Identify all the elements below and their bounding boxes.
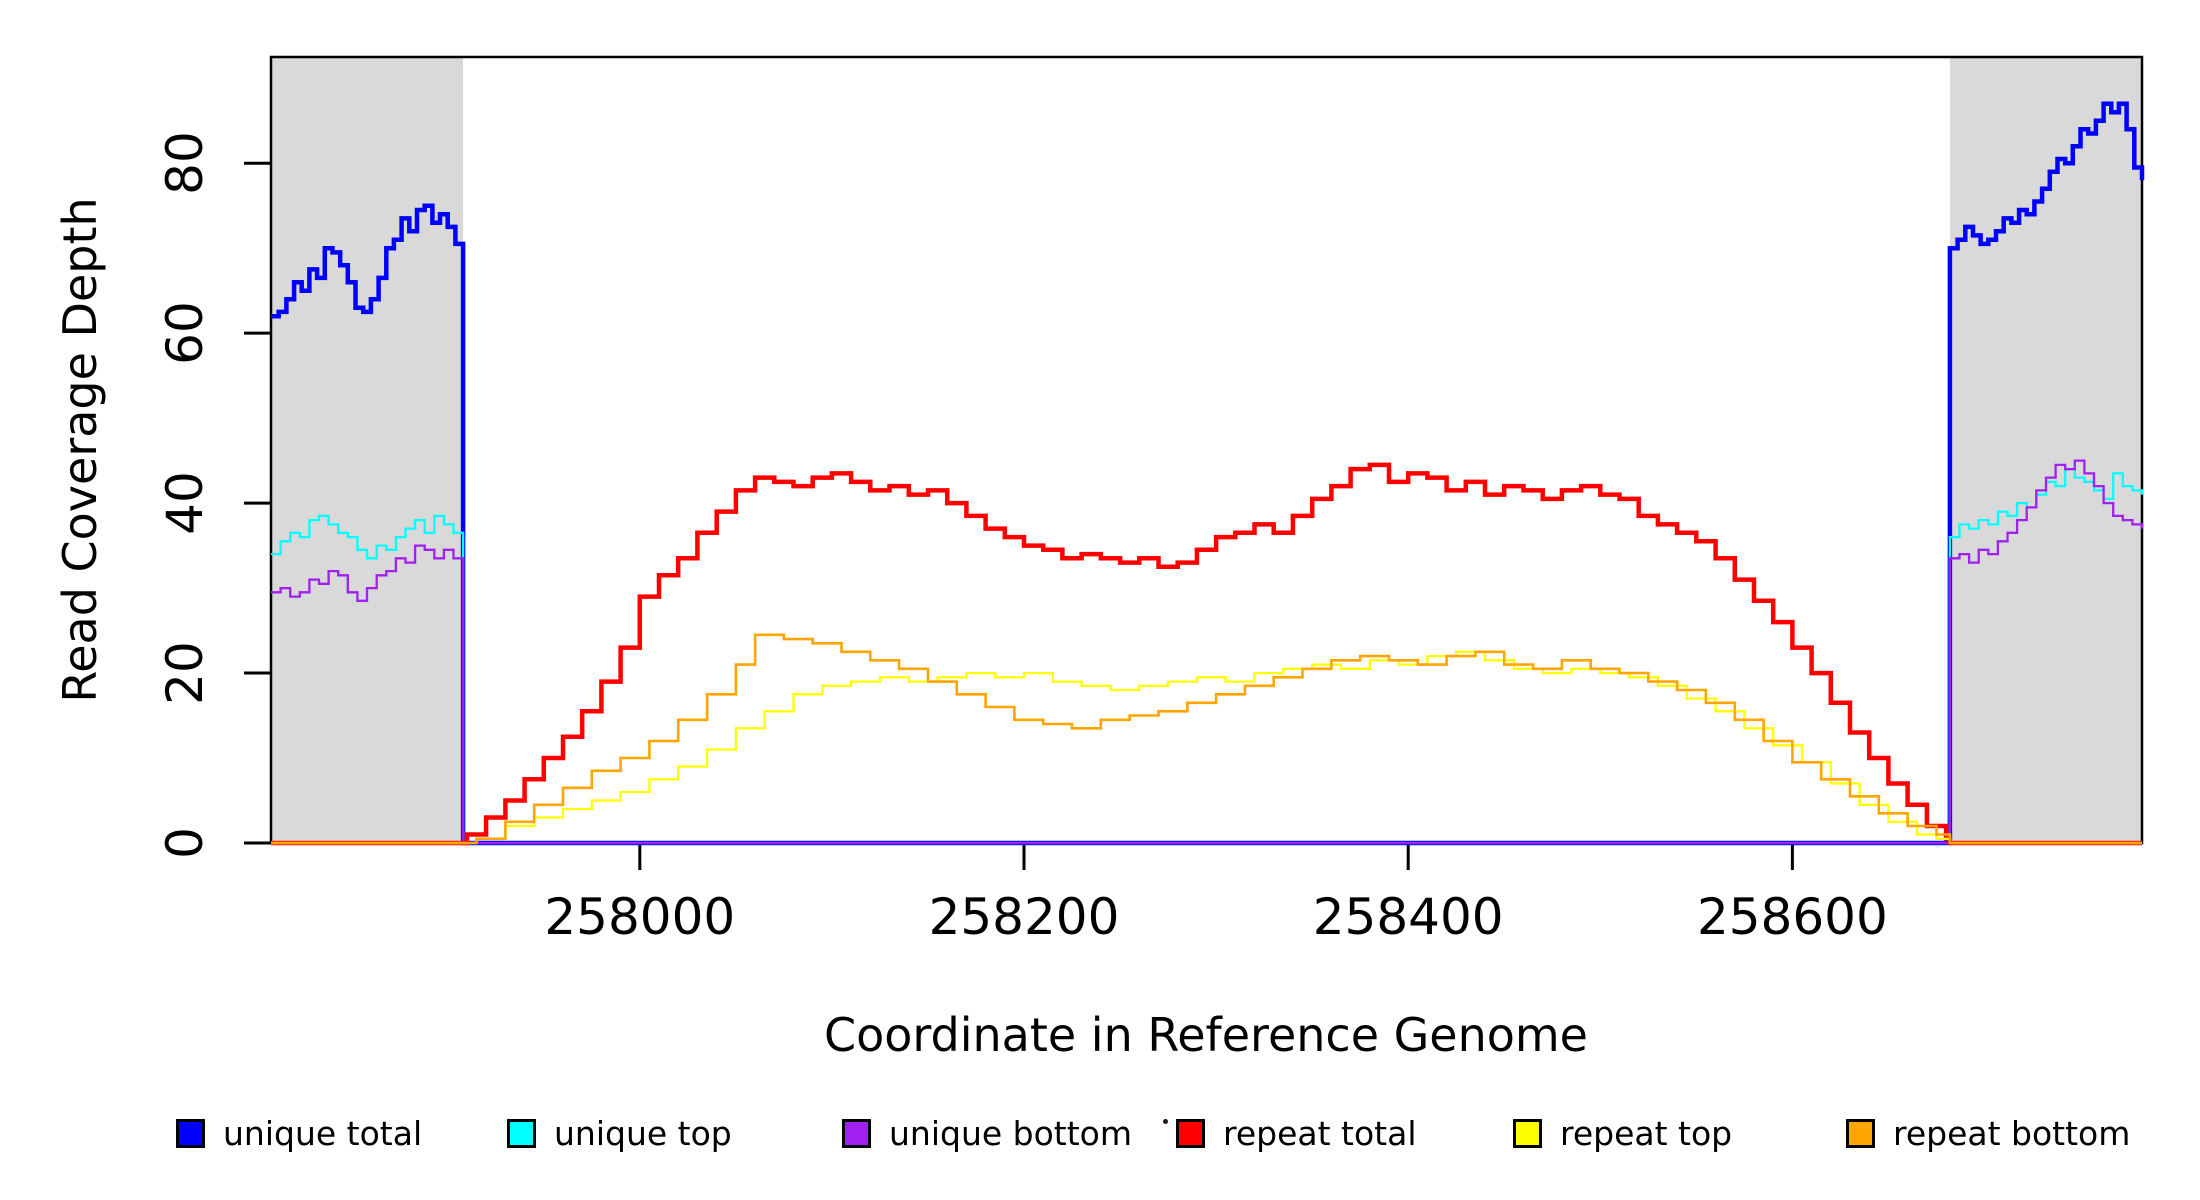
y-tick-label: 60 <box>156 301 214 365</box>
y-tick-label: 20 <box>156 641 214 705</box>
x-tick-label: 258000 <box>544 888 736 946</box>
legend-item-unique-total: unique total <box>176 1113 423 1153</box>
y-tick-label: 80 <box>156 131 214 196</box>
legend-label-repeat-total: repeat total <box>1223 1113 1417 1153</box>
x-tick-label: 258200 <box>928 888 1120 946</box>
legend-label-unique-bottom: unique bottom <box>889 1113 1133 1153</box>
legend-swatch-unique-total-icon <box>176 1118 205 1148</box>
series-repeat-top-line <box>271 650 2142 845</box>
legend-swatch-unique-bottom-icon <box>842 1118 871 1148</box>
legend-label-unique-top: unique top <box>554 1113 732 1153</box>
legend-item-repeat-bottom: repeat bottom <box>1846 1113 2131 1153</box>
plot-border <box>269 55 2144 845</box>
x-tick-label: 258600 <box>1696 888 1888 946</box>
right-flank-shading <box>1949 57 2142 843</box>
legend-swatch-repeat-total-icon <box>1176 1118 1205 1148</box>
legend-label-repeat-top: repeat top <box>1560 1113 1733 1153</box>
series-repeat-bottom-line <box>271 633 2142 845</box>
y-tick-label: 40 <box>156 471 214 535</box>
legend-item-unique-bottom: unique bottom <box>842 1113 1133 1153</box>
legend-item-repeat-top: repeat top <box>1513 1113 1733 1153</box>
stray-dot-artifact <box>1163 1119 1168 1124</box>
left-flank-shading <box>271 57 464 843</box>
series-unique-top-line <box>271 467 2144 845</box>
legend-item-unique-top: unique top <box>507 1113 732 1153</box>
legend-label-repeat-bottom: repeat bottom <box>1893 1113 2131 1153</box>
series-unique-bottom-line <box>271 459 2144 845</box>
x-axis-title: Coordinate in Reference Genome <box>824 1008 1588 1062</box>
y-tick-label: 0 <box>156 827 214 859</box>
legend-label-unique-total: unique total <box>223 1113 423 1153</box>
legend-swatch-repeat-bottom-icon <box>1846 1118 1875 1148</box>
legend-item-repeat-total: repeat total <box>1176 1113 1417 1153</box>
legend-swatch-unique-top-icon <box>507 1118 536 1148</box>
y-axis-title: Read Coverage Depth <box>53 197 107 703</box>
series-repeat-total-line <box>271 462 2142 846</box>
x-tick-label: 258400 <box>1312 888 1504 946</box>
legend-swatch-repeat-top-icon <box>1513 1118 1542 1148</box>
